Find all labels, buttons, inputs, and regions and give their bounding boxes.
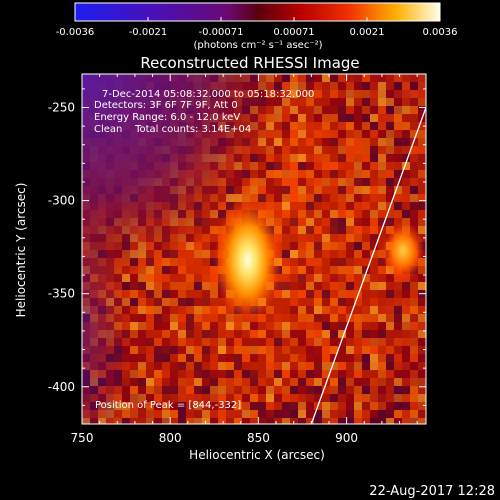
x-axis: 750 800 850 900 [71,74,418,445]
footer-date: 22-Aug-2017 12:28 [369,484,495,499]
y-axis: -250 -300 -350 -400 [48,88,426,425]
colorbar-tick-label: -0.00071 [199,27,244,38]
y-tick-label: -350 [48,287,75,301]
image-area [82,74,426,424]
colorbar-tick-label: -0.0036 [56,27,95,38]
annotation-energy: Energy Range: 6.0 - 12.0 keV [94,112,240,123]
colorbar-tick-label: 0.0021 [350,27,385,38]
solar-limb-line [310,107,426,424]
peak-source [213,198,282,323]
colorbar-units: (photons cm⁻² s⁻¹ asec⁻²) [193,40,322,51]
y-axis-label: Heliocentric Y (arcsec) [14,183,28,318]
chart-title: Reconstructed RHESSI Image [140,54,359,72]
colorbar-tick-label: 0.00071 [273,27,314,38]
colorbar: -0.0036 -0.0021 -0.00071 0.00071 0.0021 0.003… [56,2,458,51]
annotation-clean: Clean Total counts: 3.14E+04 [94,124,251,135]
y-tick-label: -400 [48,380,75,394]
y-tick-label: -300 [48,194,75,208]
colorbar-tick-label: 0.0036 [423,27,458,38]
info-annotations: 7-Dec-2014 05:08:32.000 to 05:18:32.000 … [94,89,314,411]
colorbar-tick-label: -0.0021 [129,27,168,38]
x-tick-label: 750 [71,431,94,445]
peak-position-label: Position of Peak = [844,-332] [95,400,241,411]
plot-frame [81,73,427,425]
x-tick-label: 800 [159,431,182,445]
x-axis-label: Heliocentric X (arcsec) [189,448,325,462]
annotation-detectors: Detectors: 3F 6F 7F 9F, Att 0 [94,100,238,111]
x-tick-label: 900 [335,431,358,445]
annotation-time-range: 7-Dec-2014 05:08:32.000 to 05:18:32.000 [102,89,314,100]
image-purple-left [82,200,162,424]
colorbar-gradient [74,2,441,22]
secondary-source [381,220,426,281]
y-tick-label: -250 [48,101,75,115]
x-tick-label: 850 [247,431,270,445]
